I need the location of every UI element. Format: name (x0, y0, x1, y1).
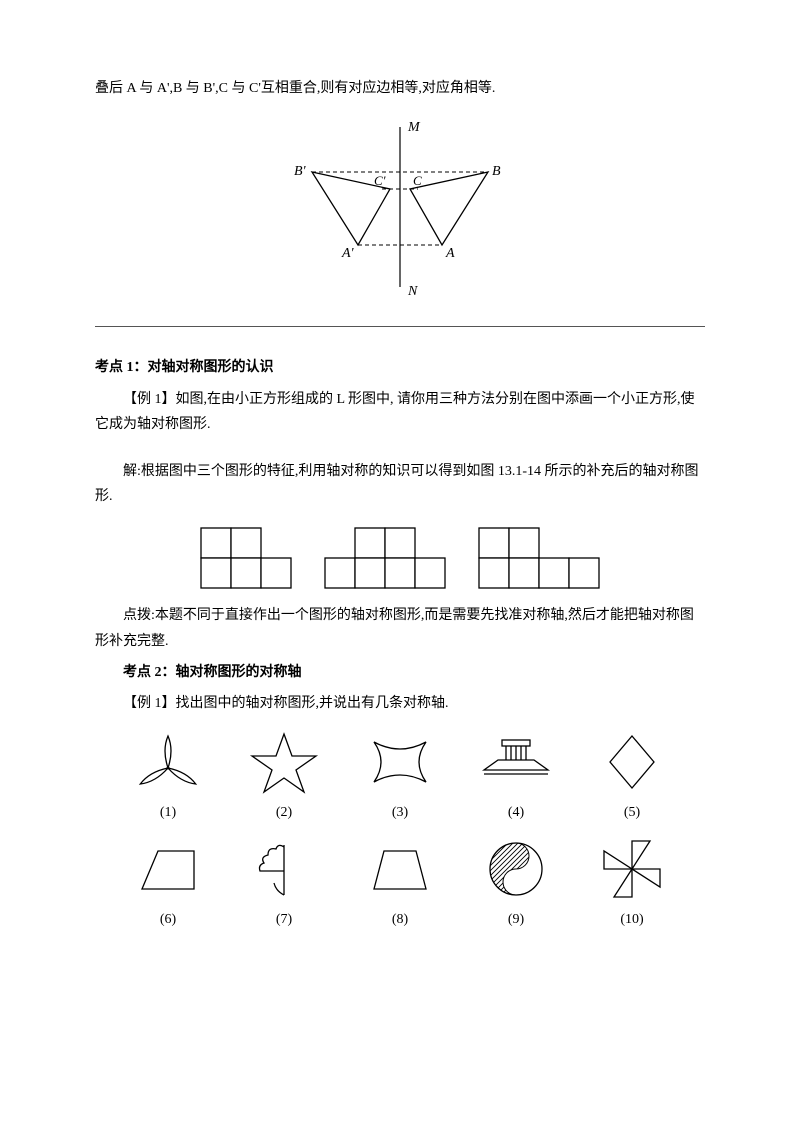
label-Cp: C' (374, 173, 386, 188)
shape-2-svg (244, 728, 324, 796)
shape-3-svg (360, 728, 440, 796)
solution-label: 解: (123, 464, 141, 479)
shape-9-svg (476, 835, 556, 903)
shape-label-1: (1) (110, 800, 226, 825)
shape-label-8: (8) (342, 907, 458, 932)
shape-label-7: (7) (226, 907, 342, 932)
shape-cell-2: (2) (226, 724, 342, 831)
lshape-3 (474, 523, 604, 593)
shape-cell-3: (3) (342, 724, 458, 831)
shape-label-2: (2) (226, 800, 342, 825)
label-Ap: A' (341, 246, 355, 261)
label-A: A (445, 246, 455, 261)
label-B: B (492, 164, 501, 179)
divider (95, 326, 705, 327)
shapes-grid: (1) (2) (3) (95, 724, 705, 938)
page-container: 叠后 A 与 A',B 与 B',C 与 C'互相重合,则有对应边相等,对应角相… (0, 0, 800, 978)
lshape-figures-row (95, 523, 705, 593)
shape-label-6: (6) (110, 907, 226, 932)
dianbo-text: 本题不同于直接作出一个图形的轴对称图形,而是需要先找准对称轴,然后才能把轴对称图… (95, 608, 694, 648)
label-C: C (413, 173, 422, 188)
shape-cell-7: (7) (226, 831, 342, 938)
lshape-2 (320, 523, 450, 593)
kaodian2-title: 考点 2：轴对称图形的对称轴 (95, 660, 705, 685)
shape-label-9: (9) (458, 907, 574, 932)
figure-axis-triangles: M N B B' C C' A A' (95, 117, 705, 306)
shape-label-4: (4) (458, 800, 574, 825)
label-N: N (407, 284, 418, 297)
example1-text: 如图,在由小正方形组成的 L 形图中, 请你用三种方法分别在图中添画一个小正方形… (95, 392, 695, 432)
spacer (95, 443, 705, 453)
lshape-1 (196, 523, 296, 593)
shape-cell-9: (9) (458, 831, 574, 938)
shape-cell-1: (1) (110, 724, 226, 831)
example1-label: 【例 1】 (123, 392, 176, 407)
shape-8-svg (360, 835, 440, 903)
example1-solution: 解:根据图中三个图形的特征,利用轴对称的知识可以得到如图 13.1-14 所示的… (95, 459, 705, 509)
shape-cell-6: (6) (110, 831, 226, 938)
label-M: M (407, 120, 421, 135)
solution-text: 根据图中三个图形的特征,利用轴对称的知识可以得到如图 13.1-14 所示的补充… (95, 464, 699, 504)
example2-text: 找出图中的轴对称图形,并说出有几条对称轴. (176, 696, 449, 711)
dianbo-paragraph: 点拨:本题不同于直接作出一个图形的轴对称图形,而是需要先找准对称轴,然后才能把轴… (95, 603, 705, 653)
dianbo-label: 点拨: (123, 608, 155, 623)
shape-label-5: (5) (574, 800, 690, 825)
shape-label-3: (3) (342, 800, 458, 825)
shape-cell-5: (5) (574, 724, 690, 831)
shape-7-svg (244, 835, 324, 903)
example1-paragraph: 【例 1】如图,在由小正方形组成的 L 形图中, 请你用三种方法分别在图中添画一… (95, 387, 705, 437)
shape-1-svg (128, 728, 208, 796)
shape-cell-8: (8) (342, 831, 458, 938)
shape-6-svg (128, 835, 208, 903)
shape-4-svg (476, 728, 556, 796)
shape-label-10: (10) (574, 907, 690, 932)
shape-cell-4: (4) (458, 724, 574, 831)
label-Bp: B' (294, 164, 307, 179)
kaodian1-title: 考点 1：对轴对称图形的认识 (95, 355, 705, 380)
intro-line: 叠后 A 与 A',B 与 B',C 与 C'互相重合,则有对应边相等,对应角相… (95, 76, 705, 101)
shape-cell-10: (10) (574, 831, 690, 938)
svg-axis-triangles: M N B B' C C' A A' (270, 117, 530, 297)
example2-label: 【例 1】 (123, 696, 176, 711)
shape-5-svg (592, 728, 672, 796)
example2-paragraph: 【例 1】找出图中的轴对称图形,并说出有几条对称轴. (95, 691, 705, 716)
shape-10-svg (592, 835, 672, 903)
